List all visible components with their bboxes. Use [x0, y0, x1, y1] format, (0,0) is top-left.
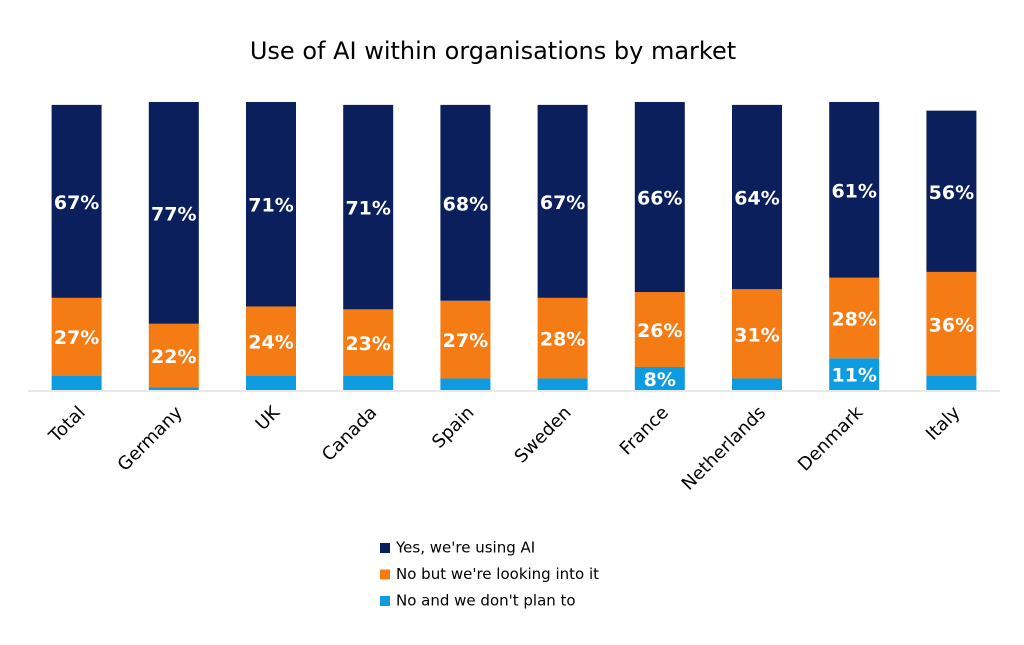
bar-segment [732, 378, 782, 390]
bar-segment [732, 289, 782, 379]
data-label: 11% [831, 365, 876, 387]
data-label: 61% [831, 180, 876, 202]
legend-label: No but we're looking into it [396, 565, 599, 583]
bar-segment [246, 102, 296, 307]
legend-swatch [380, 596, 390, 606]
data-label: 31% [734, 324, 779, 346]
bar-segment [537, 378, 588, 390]
data-label: 68% [443, 193, 488, 215]
bar-segment [246, 375, 296, 390]
bar-segment [148, 387, 199, 390]
data-label: 27% [54, 327, 99, 349]
legend-label: No and we don't plan to [396, 592, 576, 610]
x-tick-label: Canada [318, 402, 381, 465]
data-label: 28% [540, 329, 585, 351]
bar-segment [829, 102, 880, 278]
x-tick-label: Germany [114, 402, 188, 476]
bar-segment [634, 292, 685, 367]
bar-segment [829, 277, 880, 359]
chart-title: Use of AI within organisations by market [250, 37, 736, 65]
x-tick-label: Netherlands [678, 402, 770, 494]
bar-segment [343, 375, 394, 390]
x-tick-label: Spain [428, 402, 478, 452]
data-label: 71% [345, 198, 390, 220]
bar-segment [440, 300, 491, 379]
bar-segment [732, 104, 782, 290]
data-label: 8% [644, 369, 676, 391]
data-label: 22% [151, 346, 196, 368]
bar-segment [829, 358, 880, 390]
bar-segment [537, 104, 588, 298]
bar-segment [634, 102, 685, 293]
bar-segment [343, 309, 394, 376]
legend-swatch [380, 569, 390, 580]
data-label: 77% [151, 203, 196, 225]
data-label: 71% [248, 195, 293, 217]
bar-segment [148, 323, 199, 388]
bar-segment [51, 375, 102, 390]
data-label: 26% [637, 320, 682, 342]
bar-segment [537, 297, 588, 379]
x-tick-label: Italy [922, 402, 965, 445]
data-label: 67% [540, 192, 585, 214]
bar-segment [51, 297, 102, 376]
bar-segment [148, 102, 199, 324]
data-label: 56% [929, 182, 974, 204]
data-label: 66% [637, 188, 682, 210]
legend-label: Yes, we're using AI [395, 539, 535, 557]
bar-segment [634, 366, 685, 390]
data-label: 64% [734, 188, 779, 210]
bar-segment [926, 110, 977, 272]
data-label: 36% [929, 314, 974, 336]
bar-segment [440, 104, 491, 301]
bar-segment [926, 271, 977, 376]
data-label: 24% [248, 332, 293, 354]
bar-segment [343, 104, 394, 310]
data-label: 67% [54, 192, 99, 214]
x-tick-label: Total [44, 402, 89, 447]
x-tick-label: Sweden [511, 402, 576, 467]
legend-swatch [380, 543, 390, 553]
data-label: 28% [831, 309, 876, 331]
bar-segment [51, 104, 102, 298]
data-label: 27% [443, 330, 488, 352]
data-label: 23% [345, 333, 390, 355]
x-tick-label: UK [252, 401, 285, 434]
bar-segment [926, 375, 977, 390]
x-tick-label: Denmark [794, 402, 868, 476]
bar-segment [440, 378, 491, 390]
bar-segment [246, 306, 296, 376]
x-tick-label: France [616, 402, 673, 459]
